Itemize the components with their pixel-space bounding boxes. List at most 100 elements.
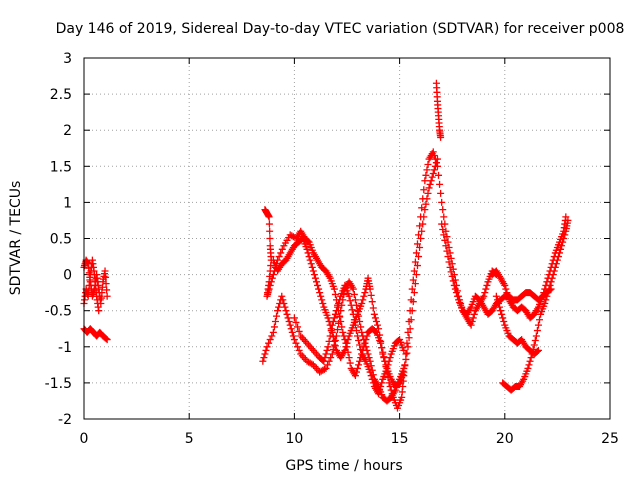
data-point <box>420 213 428 221</box>
data-point <box>347 301 355 309</box>
data-point <box>356 318 364 326</box>
data-point <box>541 299 549 307</box>
data-point <box>369 379 377 387</box>
data-point <box>546 281 554 289</box>
data-point <box>102 335 110 343</box>
data-point <box>367 362 375 370</box>
data-point <box>411 280 419 288</box>
data-point <box>345 354 353 362</box>
data-point <box>269 328 277 336</box>
data-point <box>358 328 366 336</box>
data-point <box>343 339 351 347</box>
data-point <box>278 245 286 253</box>
data-point <box>290 336 298 344</box>
y-tick-label: 1 <box>63 195 72 211</box>
y-tick-label: 3 <box>63 51 72 67</box>
data-point <box>95 307 103 315</box>
data-point <box>428 173 436 181</box>
data-point <box>384 361 392 369</box>
data-point <box>358 299 366 307</box>
data-point <box>409 276 417 284</box>
data-point <box>375 390 383 398</box>
data-point <box>320 357 328 365</box>
data-point <box>430 166 438 174</box>
data-point <box>268 274 276 282</box>
data-point <box>289 332 297 340</box>
data-point <box>266 235 274 242</box>
series-trace-g <box>290 281 408 398</box>
x-tick-labels: 0 5 10 15 20 25 <box>80 431 619 447</box>
data-point <box>440 231 448 239</box>
data-point <box>377 337 385 345</box>
data-point <box>341 346 349 354</box>
data-point <box>374 321 382 329</box>
data-point <box>406 325 414 333</box>
data-point <box>268 332 276 340</box>
data-point <box>280 299 288 307</box>
data-point <box>404 328 412 336</box>
data-point <box>534 321 542 329</box>
data-point <box>324 361 332 369</box>
series-trace-f <box>269 155 441 391</box>
data-point <box>267 278 275 286</box>
data-point <box>334 303 342 311</box>
x-tick-label: 20 <box>496 431 514 447</box>
data-point <box>262 346 270 354</box>
data-point <box>549 271 557 279</box>
series-trace-c <box>80 325 111 344</box>
data-point <box>447 268 455 276</box>
data-point <box>376 386 384 394</box>
data-point <box>403 339 411 347</box>
data-point <box>470 310 478 318</box>
data-point <box>372 318 380 326</box>
data-point <box>429 148 437 156</box>
data-point <box>321 354 329 362</box>
data-point <box>413 262 421 270</box>
data-point <box>370 310 378 318</box>
data-point <box>439 206 447 214</box>
data-point <box>286 321 294 329</box>
data-point <box>270 323 278 331</box>
data-point <box>294 323 302 331</box>
data-point <box>410 289 418 297</box>
data-point <box>547 278 555 286</box>
data-point <box>423 195 431 203</box>
data-point <box>424 189 432 197</box>
data-point <box>436 180 444 188</box>
data-point <box>364 350 372 358</box>
data-point <box>331 290 339 298</box>
data-point <box>558 242 566 250</box>
data-point <box>371 314 379 322</box>
data-point <box>497 307 505 315</box>
data-point <box>330 285 338 293</box>
series-trace-i <box>438 220 555 318</box>
data-point <box>407 316 415 324</box>
series-trace-b <box>80 256 103 315</box>
data-point <box>351 321 359 329</box>
data-point <box>525 361 533 369</box>
data-point <box>402 355 410 363</box>
data-point <box>559 238 567 246</box>
data-point <box>261 350 269 358</box>
data-point <box>344 336 352 344</box>
data-point <box>354 364 362 372</box>
data-point <box>401 362 409 370</box>
data-point <box>362 343 370 351</box>
data-point <box>102 273 110 281</box>
data-point <box>324 343 332 351</box>
data-point <box>552 260 560 268</box>
data-point <box>468 318 476 326</box>
data-point <box>368 375 376 383</box>
y-tick-label: -1.5 <box>45 376 72 392</box>
data-point <box>329 346 337 354</box>
data-point <box>412 249 420 257</box>
data-point <box>496 303 504 311</box>
data-point <box>292 318 300 326</box>
data-point <box>361 289 369 297</box>
data-point <box>442 242 450 250</box>
data-point <box>400 346 408 354</box>
data-point <box>560 235 568 242</box>
data-point <box>308 263 316 271</box>
data-point <box>331 310 339 318</box>
